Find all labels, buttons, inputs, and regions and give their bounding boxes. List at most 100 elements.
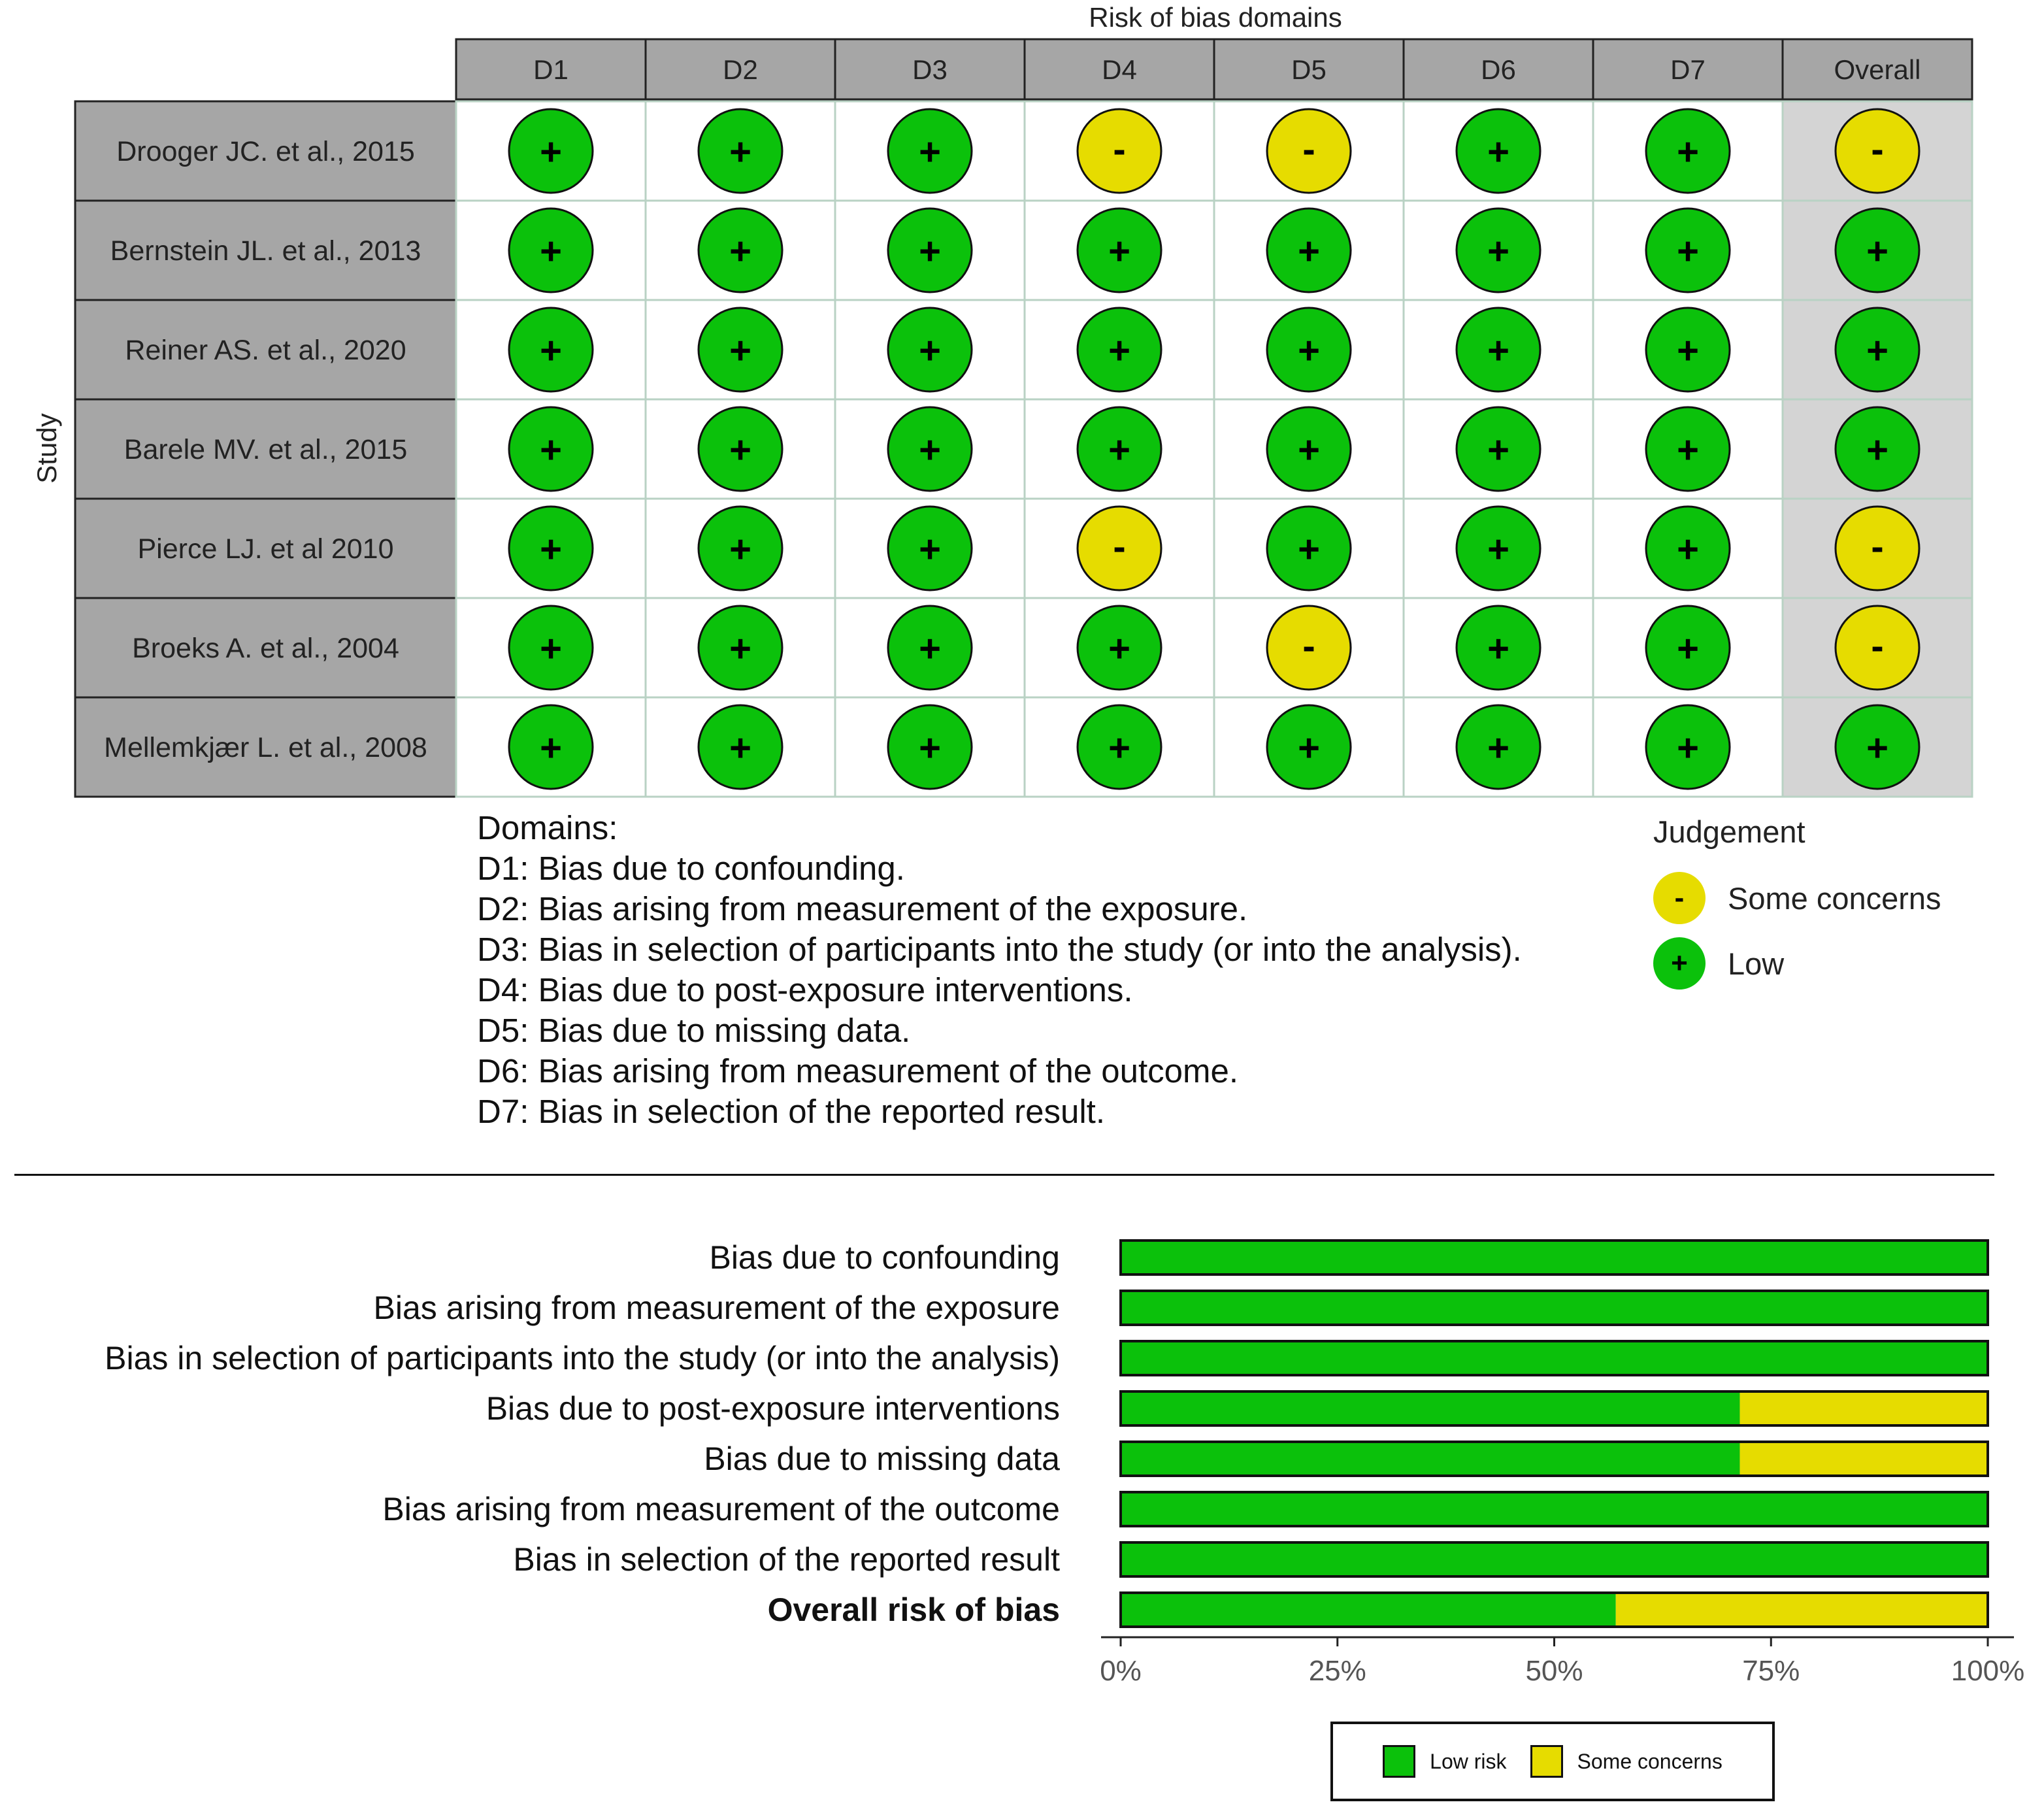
plus-symbol: + bbox=[1487, 329, 1509, 372]
summary-bar-legend: Low risk Some concerns bbox=[1330, 1722, 1775, 1801]
plus-symbol: + bbox=[540, 230, 562, 273]
plus-symbol: + bbox=[919, 727, 941, 769]
bar-segment-low-risk bbox=[1121, 1241, 1988, 1274]
low-risk-circle-icon bbox=[1645, 406, 1731, 492]
low-risk-circle-icon bbox=[508, 505, 594, 591]
low-risk-circle-icon bbox=[508, 704, 594, 790]
x-axis-tick-label: 0% bbox=[1100, 1655, 1142, 1687]
some-concerns-minus-icon: - bbox=[1653, 872, 1706, 924]
bar-category-label: Bias due to confounding bbox=[709, 1239, 1060, 1276]
low-risk-circle-icon bbox=[1455, 207, 1541, 293]
plus-symbol: + bbox=[919, 230, 941, 273]
bar-legend-label: Some concerns bbox=[1577, 1749, 1723, 1773]
low-risk-circle-icon bbox=[1266, 307, 1352, 393]
plus-symbol: + bbox=[1677, 230, 1699, 273]
domain-description-d2: D2: Bias arising from measurement of the… bbox=[477, 890, 1248, 927]
bar-category-label: Overall risk of bias bbox=[768, 1591, 1060, 1628]
low-risk-circle-icon bbox=[697, 406, 783, 492]
traffic-plot-grid: D1 D2 D3 D4 D5 D6 D7 Overall Drooger JC. et al.,… bbox=[74, 38, 1973, 798]
bar-segment-low-risk bbox=[1121, 1291, 1988, 1325]
plus-symbol: + bbox=[919, 627, 941, 670]
plus-symbol: + bbox=[1108, 329, 1130, 372]
domain-header-d2 bbox=[644, 38, 836, 101]
bar-segment-low-risk bbox=[1121, 1492, 1988, 1526]
judgement-legend-item-some-concerns: - Some concerns bbox=[1653, 865, 1941, 931]
low-risk-circle-icon bbox=[1266, 207, 1352, 293]
low-risk-circle-icon bbox=[1266, 704, 1352, 790]
domain-header-label: D6 bbox=[1481, 54, 1516, 85]
plus-symbol: + bbox=[1677, 528, 1699, 571]
study-label-cell bbox=[74, 497, 457, 599]
bar-segment-low-risk bbox=[1121, 1391, 1740, 1425]
low-risk-circle-icon bbox=[1645, 108, 1731, 194]
plus-symbol: + bbox=[1298, 329, 1320, 372]
plus-symbol: + bbox=[1108, 727, 1130, 769]
domain-header-label: D3 bbox=[912, 54, 948, 85]
plus-symbol: + bbox=[1866, 329, 1888, 372]
low-risk-circle-icon bbox=[887, 108, 973, 194]
study-label-cell bbox=[74, 597, 457, 699]
plus-symbol: + bbox=[919, 131, 941, 173]
domains-key-title: Domains: bbox=[477, 809, 618, 846]
grid-frame bbox=[455, 100, 1973, 798]
low-risk-circle-icon bbox=[697, 505, 783, 591]
minus-symbol: - bbox=[1871, 625, 1883, 667]
x-axis-tick-label: 25% bbox=[1309, 1655, 1366, 1687]
study-label: Broeks A. et al., 2004 bbox=[132, 633, 399, 664]
judgement-legend-label: Some concerns bbox=[1728, 880, 1941, 916]
minus-symbol: - bbox=[1871, 128, 1883, 171]
low-risk-circle-icon bbox=[508, 108, 594, 194]
minus-symbol: - bbox=[1302, 625, 1315, 667]
plus-symbol: + bbox=[1487, 528, 1509, 571]
low-risk-circle-icon bbox=[887, 406, 973, 492]
domain-header-label: D7 bbox=[1670, 54, 1706, 85]
study-label: Pierce LJ. et al 2010 bbox=[137, 533, 393, 565]
judgement-legend: Judgement - Some concerns + Low bbox=[1653, 814, 1941, 996]
plus-symbol: + bbox=[1298, 429, 1320, 471]
domain-header-label: D5 bbox=[1291, 54, 1327, 85]
low-risk-circle-icon bbox=[1645, 605, 1731, 691]
plus-symbol: + bbox=[1677, 627, 1699, 670]
bar-category-label: Bias in selection of participants into t… bbox=[105, 1340, 1060, 1376]
low-risk-circle-icon bbox=[887, 207, 973, 293]
low-risk-circle-icon bbox=[697, 704, 783, 790]
bar-segment-low-risk bbox=[1121, 1341, 1988, 1375]
domain-description-d6: D6: Bias arising from measurement of the… bbox=[477, 1052, 1239, 1090]
study-label: Drooger JC. et al., 2015 bbox=[116, 136, 415, 167]
some-concerns-circle-icon bbox=[1834, 108, 1920, 194]
domain-header-overall bbox=[1781, 38, 1973, 101]
low-risk-circle-icon bbox=[508, 605, 594, 691]
bar-outline bbox=[1119, 1440, 1989, 1477]
some-concerns-circle-icon bbox=[1834, 605, 1920, 691]
low-risk-circle-icon bbox=[1455, 704, 1541, 790]
low-risk-circle-icon bbox=[508, 207, 594, 293]
domain-header-label: D1 bbox=[533, 54, 569, 85]
low-risk-circle-icon bbox=[508, 307, 594, 393]
traffic-plot-y-axis-label: Study bbox=[31, 413, 62, 483]
low-risk-circle-icon bbox=[1266, 406, 1352, 492]
section-divider bbox=[14, 1174, 1994, 1176]
bar-segment-some-concerns bbox=[1615, 1593, 1988, 1627]
domain-header-d5 bbox=[1213, 38, 1405, 101]
bar-outline bbox=[1119, 1290, 1989, 1326]
bar-legend-label: Low risk bbox=[1430, 1749, 1507, 1773]
some-concerns-swatch-icon bbox=[1530, 1745, 1563, 1778]
plus-symbol: + bbox=[1108, 627, 1130, 670]
plus-symbol: + bbox=[1487, 429, 1509, 471]
study-label-cell bbox=[74, 696, 457, 798]
summary-bars: Bias due to confounding Bias arising from… bbox=[105, 1239, 1989, 1628]
low-risk-circle-icon bbox=[1455, 605, 1541, 691]
plus-symbol: + bbox=[1677, 329, 1699, 372]
plus-symbol: + bbox=[729, 131, 751, 173]
bar-category-label: Bias due to post-exposure interventions bbox=[486, 1390, 1060, 1427]
domain-description-d4: D4: Bias due to post-exposure interventi… bbox=[477, 971, 1133, 1008]
low-risk-circle-icon bbox=[697, 108, 783, 194]
plus-symbol: + bbox=[1677, 727, 1699, 769]
low-risk-circle-icon bbox=[1455, 307, 1541, 393]
plus-symbol: + bbox=[1866, 230, 1888, 273]
plus-symbol: + bbox=[540, 131, 562, 173]
low-risk-circle-icon bbox=[1076, 406, 1162, 492]
plus-symbol: + bbox=[729, 329, 751, 372]
low-risk-swatch-icon bbox=[1383, 1745, 1416, 1778]
minus-symbol: - bbox=[1302, 128, 1315, 171]
